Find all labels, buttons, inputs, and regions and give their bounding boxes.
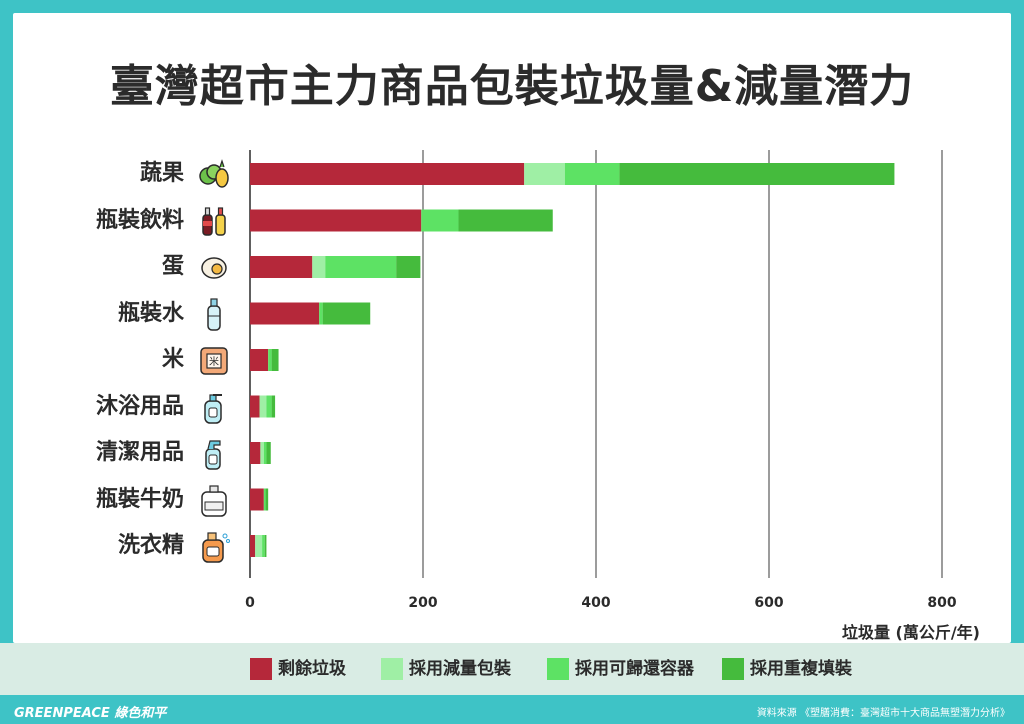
x-tick-label: 600 xyxy=(754,595,783,611)
x-tick-label: 0 xyxy=(245,595,255,611)
bar-segment xyxy=(259,395,267,418)
egg-icon xyxy=(196,249,232,285)
bottled-drinks-icon xyxy=(196,203,232,239)
bar-segment xyxy=(319,302,323,325)
data-source: 資料來源 《塑膳消費：臺灣超市十大商品無塑潛力分析》 xyxy=(756,708,1010,719)
legend-swatch xyxy=(250,658,272,680)
greenpeace-logo: GREENPEACE 綠色和平 xyxy=(14,706,167,721)
legend-label: 採用可歸還容器 xyxy=(575,659,694,679)
bar-segment xyxy=(266,395,272,418)
x-tick-label: 200 xyxy=(408,595,437,611)
bar-segment xyxy=(271,395,276,418)
milk-jug-icon xyxy=(196,482,232,518)
bar-segment xyxy=(263,442,267,464)
legend-swatch xyxy=(547,658,569,680)
chart-card xyxy=(13,13,1011,643)
water-bottle-icon xyxy=(196,296,232,332)
bar-segment xyxy=(322,302,371,325)
bar-segment xyxy=(271,349,279,371)
bar-segment xyxy=(268,349,272,371)
x-tick-label: 800 xyxy=(927,595,956,611)
bar-segment xyxy=(255,535,263,557)
bar-segment xyxy=(458,209,553,232)
bar-segment xyxy=(619,163,895,185)
bar-segment xyxy=(250,302,320,325)
footer: GREENPEACE 綠色和平 資料來源 《塑膳消費：臺灣超市十大商品無塑潛力分… xyxy=(0,695,1024,724)
bar-segment xyxy=(312,256,326,278)
category-label: 清潔用品 xyxy=(95,440,184,465)
bar-segment xyxy=(263,488,266,511)
category-label: 蛋 xyxy=(161,254,184,279)
category-label: 蔬果 xyxy=(139,161,184,186)
bar-segment xyxy=(250,395,260,418)
x-axis-title: 垃圾量 (萬公斤/年) xyxy=(841,623,980,642)
category-label: 洗衣精 xyxy=(117,533,184,558)
bar-segment xyxy=(250,442,261,464)
x-tick-label: 400 xyxy=(581,595,610,611)
bar-segment xyxy=(264,535,267,557)
legend xyxy=(0,643,1024,695)
legend-swatch xyxy=(381,658,403,680)
bar-segment xyxy=(250,535,256,557)
bar-segment xyxy=(250,163,525,185)
bar-segment xyxy=(396,256,421,278)
bar-chart: 0 200 400 600 800 xyxy=(245,150,957,611)
bar-segment xyxy=(266,442,271,464)
spray-bottle-icon xyxy=(196,435,232,471)
bar-segment xyxy=(524,163,565,185)
rice-bag-icon: 米 xyxy=(196,342,232,378)
bar-segment xyxy=(250,488,264,511)
legend-label: 採用減量包裝 xyxy=(409,659,511,679)
bar-segment xyxy=(250,256,313,278)
detergent-icon xyxy=(196,528,232,564)
chart-title: 臺灣超市主力商品包裝垃圾量&減量潛力 xyxy=(109,61,915,112)
svg-text:米: 米 xyxy=(209,355,219,368)
shower-gel-icon xyxy=(196,389,232,425)
bar-segment xyxy=(421,209,459,232)
category-label: 米 xyxy=(161,347,184,372)
bar-segment xyxy=(262,535,265,557)
bar-segment xyxy=(250,349,269,371)
category-label: 瓶裝飲料 xyxy=(95,207,184,233)
vegetables-icon xyxy=(196,156,232,192)
bar-segment xyxy=(564,163,620,185)
legend-label: 採用重複填裝 xyxy=(750,659,852,679)
legend-label: 剩餘垃圾 xyxy=(278,659,346,679)
legend-swatch xyxy=(722,658,744,680)
bar-segment xyxy=(325,256,397,278)
bar-segment xyxy=(260,442,264,464)
bar-segment xyxy=(250,209,422,232)
category-label: 瓶裝牛奶 xyxy=(95,486,184,512)
category-label: 瓶裝水 xyxy=(117,300,184,326)
category-label: 沐浴用品 xyxy=(95,393,184,419)
bar-segment xyxy=(265,488,269,511)
